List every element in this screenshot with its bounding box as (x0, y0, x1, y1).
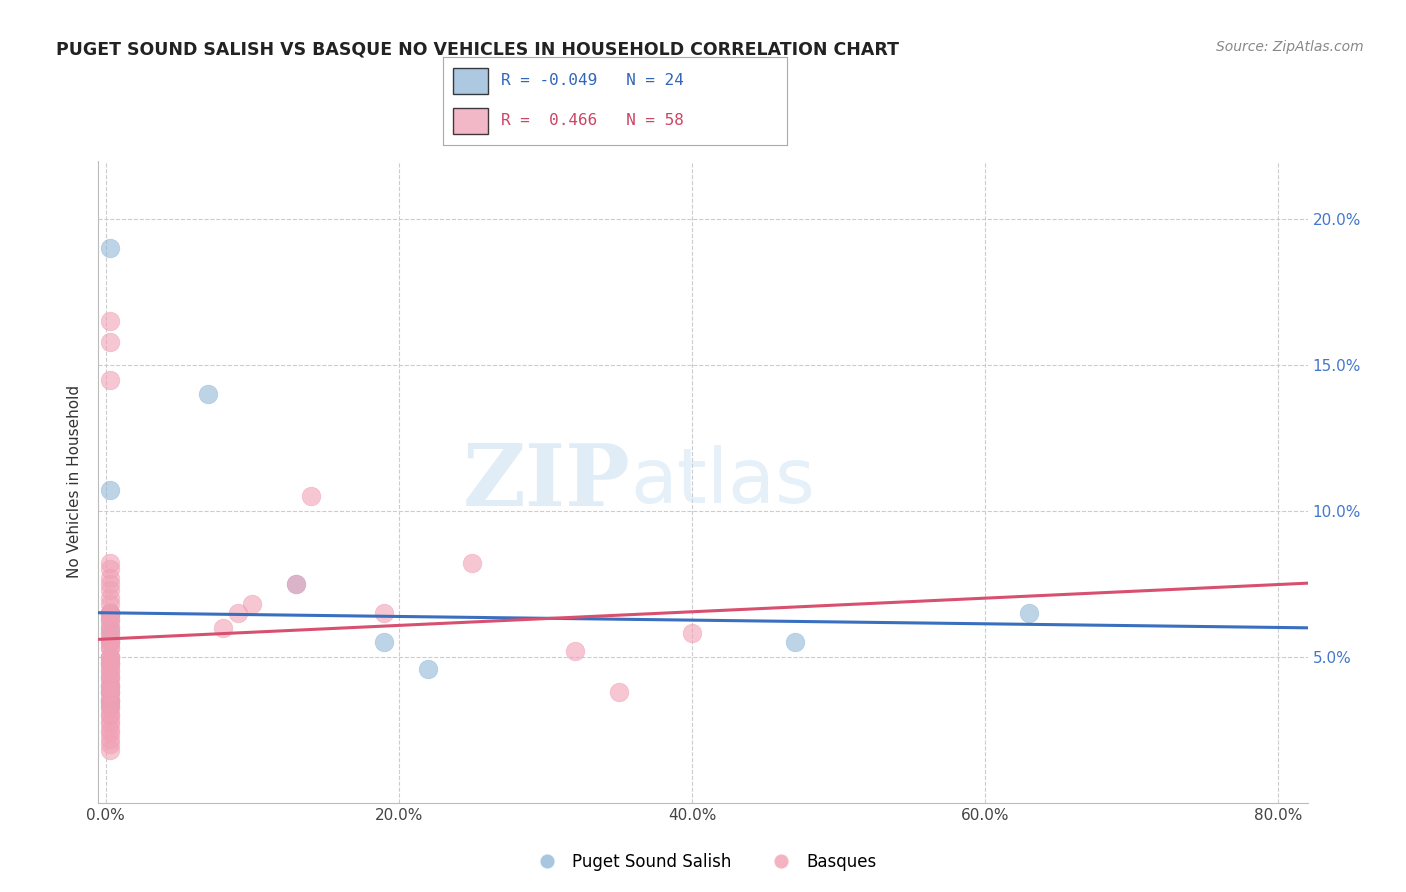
Point (98, 731, 121, 746)
Point (98, 372, 121, 386)
Point (98, 656, 121, 670)
Point (98, 621, 121, 635)
Point (98, 743, 121, 757)
Point (98, 626, 121, 640)
Point (98, 665, 121, 679)
Point (98, 714, 121, 728)
Point (98, 673, 121, 688)
Point (98, 635, 121, 649)
Point (418, 661, 440, 675)
Point (98, 612, 121, 626)
Point (98, 699, 121, 714)
Point (98, 685, 121, 699)
Point (226, 606, 249, 620)
Point (98, 606, 121, 620)
Point (98, 334, 121, 349)
Point (98, 699, 121, 714)
Point (98, 679, 121, 693)
Point (98, 606, 121, 620)
Point (98, 679, 121, 693)
Text: ZIP: ZIP (463, 440, 630, 524)
Point (98, 591, 121, 606)
Text: R =  0.466   N = 58: R = 0.466 N = 58 (502, 113, 685, 128)
Point (98, 582, 121, 597)
Point (98, 621, 121, 635)
Point (564, 644, 586, 658)
Point (98, 670, 121, 684)
Point (98, 649, 121, 664)
Point (98, 670, 121, 684)
Point (98, 708, 121, 723)
Point (212, 621, 235, 635)
Point (98, 649, 121, 664)
Point (98, 693, 121, 707)
Point (98, 635, 121, 649)
Point (98, 641, 121, 656)
Point (98, 649, 121, 664)
Text: R = -0.049   N = 24: R = -0.049 N = 24 (502, 73, 685, 88)
Point (98, 702, 121, 716)
Point (98, 679, 121, 693)
Point (98, 738, 121, 752)
Point (98, 606, 121, 620)
Point (98, 562, 121, 576)
FancyBboxPatch shape (453, 108, 488, 134)
Point (461, 557, 484, 571)
Point (98, 612, 121, 626)
Point (98, 658, 121, 673)
Point (197, 387, 219, 401)
Point (285, 577, 308, 591)
Point (98, 723, 121, 737)
Point (98, 606, 121, 620)
Point (98, 632, 121, 647)
Point (98, 606, 121, 620)
Point (98, 606, 121, 620)
Point (98, 626, 121, 640)
Point (98, 656, 121, 670)
Point (98, 571, 121, 585)
Point (98, 693, 121, 707)
Point (299, 489, 322, 503)
Point (98, 690, 121, 705)
Point (98, 693, 121, 707)
Text: atlas: atlas (630, 445, 815, 518)
Point (98, 685, 121, 699)
Legend: Puget Sound Salish, Basques: Puget Sound Salish, Basques (523, 847, 883, 878)
Point (373, 606, 395, 620)
Point (98, 557, 121, 571)
Point (98, 635, 121, 649)
Point (98, 725, 121, 739)
Point (285, 577, 308, 591)
Y-axis label: No Vehicles in Household: No Vehicles in Household (67, 385, 83, 578)
Point (98, 656, 121, 670)
Point (98, 241, 121, 255)
Point (98, 606, 121, 620)
Point (1018, 606, 1040, 620)
Text: PUGET SOUND SALISH VS BASQUE NO VEHICLES IN HOUSEHOLD CORRELATION CHART: PUGET SOUND SALISH VS BASQUE NO VEHICLES… (56, 40, 900, 58)
Point (607, 685, 630, 699)
Point (98, 708, 121, 723)
Point (98, 314, 121, 328)
Point (681, 626, 703, 640)
Point (98, 665, 121, 679)
Point (783, 635, 806, 649)
Point (98, 641, 121, 656)
Point (98, 597, 121, 611)
FancyBboxPatch shape (453, 68, 488, 94)
Point (98, 685, 121, 699)
Point (98, 577, 121, 591)
Point (240, 597, 263, 611)
Point (98, 717, 121, 731)
Point (373, 635, 395, 649)
Point (98, 483, 121, 498)
Point (98, 615, 121, 629)
Text: Source: ZipAtlas.com: Source: ZipAtlas.com (1216, 40, 1364, 54)
